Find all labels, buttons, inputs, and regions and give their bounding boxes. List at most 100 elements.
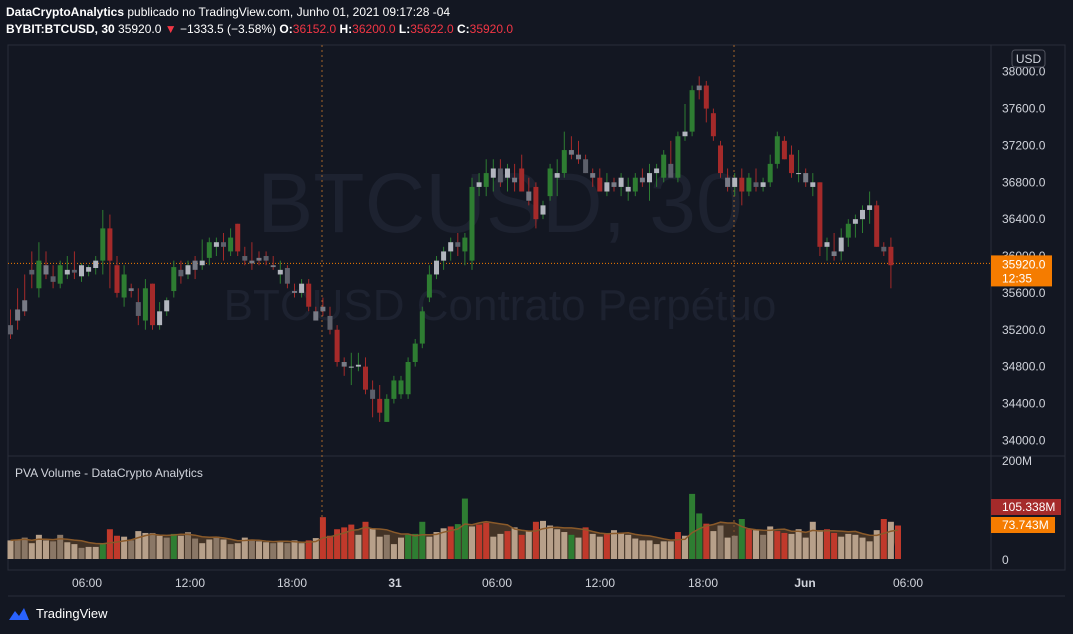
- price-tick: 37200.0: [1002, 138, 1046, 152]
- volume-ma-label-box: [991, 517, 1055, 533]
- candle-body: [29, 269, 35, 275]
- volume-bar: [405, 534, 412, 559]
- candle-body: [852, 219, 858, 224]
- footer-brand[interactable]: TradingView: [36, 606, 108, 621]
- volume-bar: [106, 529, 113, 559]
- candle-body: [36, 260, 42, 289]
- tradingview-logo-icon[interactable]: [8, 607, 30, 621]
- volume-bar: [28, 543, 35, 559]
- candle-body: [192, 260, 198, 270]
- volume-bar: [788, 533, 795, 559]
- candle-body: [412, 343, 418, 363]
- candle-body: [235, 223, 241, 252]
- currency-box: [1011, 49, 1046, 68]
- time-tick: 18:00: [688, 576, 718, 590]
- volume-bar: [412, 533, 419, 559]
- ohlc-legend: BYBIT:BTCUSD, 30 35920.0 ▼ −1333.5 (−3.5…: [6, 22, 513, 36]
- volume-bar: [256, 541, 262, 559]
- candle-body: [533, 186, 539, 220]
- volume-bar: [348, 524, 355, 559]
- volume-bar: [99, 543, 106, 559]
- candle-body: [838, 237, 844, 252]
- volume-bar: [809, 521, 816, 559]
- volume-bar: [653, 544, 660, 559]
- last-price-box: [991, 255, 1052, 287]
- symbol-label[interactable]: BYBIT:BTCUSD, 30: [6, 22, 115, 36]
- volume-tick: 0: [1002, 553, 1009, 567]
- candle-body: [434, 260, 439, 275]
- volume-bar: [795, 529, 802, 559]
- candle-body: [306, 283, 312, 307]
- candle-body: [263, 256, 269, 261]
- volume-bar: [767, 526, 774, 559]
- candle-body: [50, 276, 56, 282]
- volume-bar: [866, 541, 873, 559]
- volume-bar: [646, 540, 653, 559]
- volume-bar: [525, 531, 532, 559]
- volume-bar: [192, 538, 199, 559]
- volume-value-label: 105.338M: [1002, 500, 1055, 514]
- volume-bar: [170, 533, 177, 559]
- volume-bar: [362, 521, 369, 559]
- volume-bar: [7, 540, 14, 559]
- candle-body: [469, 186, 475, 261]
- volume-bar: [50, 541, 57, 559]
- candle-body: [554, 173, 560, 178]
- candle-body: [292, 291, 297, 293]
- volume-bar: [21, 537, 28, 559]
- candle-body: [284, 268, 290, 284]
- candle-body: [497, 168, 503, 183]
- volume-bar: [142, 532, 149, 559]
- candle-body: [881, 246, 887, 252]
- high-value: 36200.0: [352, 22, 396, 36]
- volume-bar: [426, 536, 433, 559]
- volume-bar: [369, 528, 376, 559]
- candle-body: [100, 228, 106, 261]
- candle-body: [689, 90, 695, 132]
- volume-bar: [596, 536, 603, 559]
- volume-bar: [327, 535, 333, 559]
- price-tick: 36800.0: [1002, 175, 1046, 189]
- candle-body: [426, 274, 432, 298]
- volume-bar: [859, 537, 866, 559]
- chart-frame: [7, 44, 1066, 597]
- volume-bar: [717, 525, 724, 559]
- time-tick: 18:00: [277, 576, 307, 590]
- volume-bar: [440, 528, 447, 559]
- volume-bar: [703, 523, 710, 559]
- candle-body: [121, 274, 127, 298]
- volume-bar: [618, 532, 625, 559]
- volume-bar: [845, 533, 852, 559]
- volume-bar: [383, 534, 390, 559]
- volume-ma-line: [10, 520, 899, 545]
- candle-body: [341, 362, 347, 367]
- candle-body: [576, 154, 581, 160]
- volume-bar: [398, 537, 404, 559]
- volume-bar: [838, 536, 845, 559]
- author-name[interactable]: DataCryptoAnalytics: [6, 5, 125, 19]
- candle-body: [639, 177, 645, 183]
- volume-bar: [483, 522, 490, 559]
- price-tick: 34800.0: [1002, 360, 1046, 374]
- candle-body: [135, 302, 141, 316]
- price-tick: 35600.0: [1002, 286, 1046, 300]
- candle-body: [710, 113, 716, 137]
- candle-body: [632, 177, 638, 192]
- candle-body: [15, 309, 21, 321]
- volume-bar: [433, 532, 440, 559]
- volume-bar: [234, 543, 241, 559]
- price-tick: 36400.0: [1002, 212, 1046, 226]
- volume-bar: [248, 539, 255, 559]
- volume-bar: [312, 538, 319, 559]
- candle-body: [334, 329, 340, 363]
- volume-bar: [57, 534, 64, 559]
- volume-bar: [831, 532, 838, 559]
- candle-body: [767, 163, 773, 183]
- candle-body: [171, 267, 177, 292]
- candle-body: [845, 223, 851, 238]
- candle-body: [668, 163, 674, 178]
- candle-body: [348, 366, 354, 368]
- candle-body: [398, 380, 404, 395]
- volume-bar: [177, 535, 184, 559]
